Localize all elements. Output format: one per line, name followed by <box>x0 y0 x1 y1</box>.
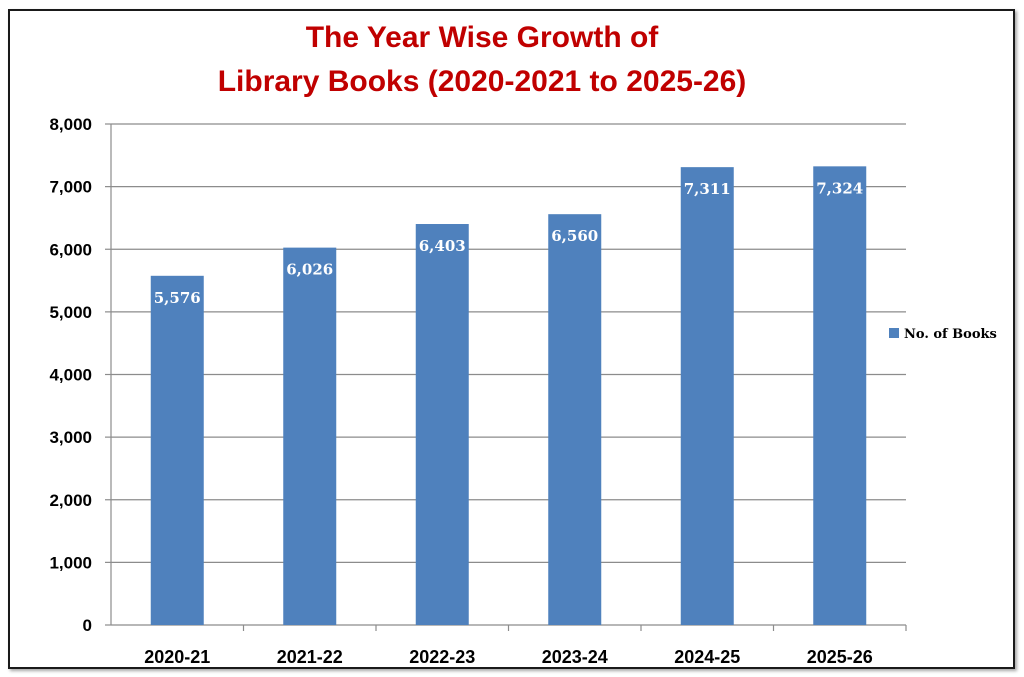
bar-2024-25 <box>680 167 734 625</box>
data-labels: 5,576 6,026 6,403 6,560 7,311 7,324 <box>154 179 863 306</box>
data-label-2024-25: 7,311 <box>684 180 731 198</box>
legend-swatch <box>889 328 899 338</box>
chart-title-line-2: Library Books (2020-2021 to 2025-26) <box>218 65 747 98</box>
y-tick-label: 0 <box>83 616 92 635</box>
data-label-2021-22: 6,026 <box>286 261 333 279</box>
x-tick-label: 2023-24 <box>542 647 608 667</box>
y-tick-label: 3,000 <box>49 428 92 447</box>
bar-2025-26 <box>813 166 867 625</box>
x-tick-label: 2021-22 <box>277 647 343 667</box>
x-tick-label: 2022-23 <box>409 647 475 667</box>
legend-label: No. of Books <box>904 327 997 342</box>
axes: 0 1,000 2,000 3,000 4,000 5,000 6,000 7,000 8,00… <box>49 115 907 667</box>
x-tick-label: 2020-21 <box>144 647 210 667</box>
y-tick-label: 5,000 <box>49 303 92 322</box>
bar-2022-23 <box>415 224 469 625</box>
y-tick-label: 7,000 <box>49 178 92 197</box>
y-tick-label: 2,000 <box>49 491 92 510</box>
y-tick-label: 6,000 <box>49 240 92 259</box>
legend: No. of Books <box>889 327 997 342</box>
x-tick-label: 2025-26 <box>807 647 873 667</box>
data-label-2022-23: 6,403 <box>419 237 466 255</box>
bar-2021-22 <box>283 247 337 625</box>
y-tick-label: 4,000 <box>49 366 92 385</box>
bars <box>150 166 867 625</box>
bar-2020-21 <box>150 275 204 625</box>
data-label-2020-21: 5,576 <box>154 289 201 307</box>
bar-2023-24 <box>548 214 602 625</box>
x-tick-label: 2024-25 <box>674 647 740 667</box>
chart-title-line-1: The Year Wise Growth of <box>306 21 660 54</box>
data-label-2023-24: 6,560 <box>551 227 598 245</box>
data-label-2025-26: 7,324 <box>816 179 863 197</box>
y-tick-label: 8,000 <box>49 115 92 134</box>
gridlines <box>111 123 906 563</box>
y-tick-label: 1,000 <box>49 553 92 572</box>
